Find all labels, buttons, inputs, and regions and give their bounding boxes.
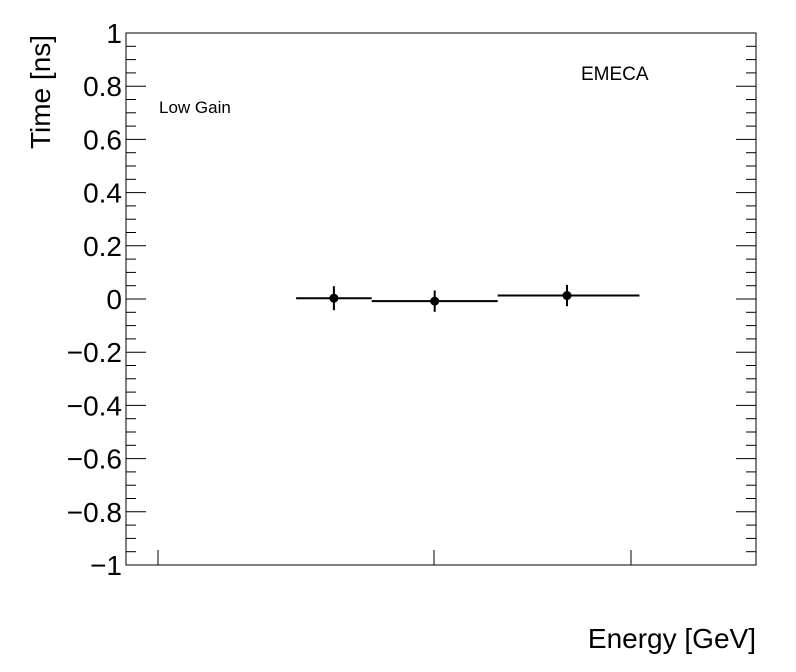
y-axis-label: Time [ns] — [25, 35, 56, 149]
data-point — [329, 293, 339, 303]
y-tick-label: −0.6 — [67, 444, 122, 475]
y-tick-label: −1 — [90, 550, 122, 581]
y-tick-label: 1 — [106, 18, 122, 49]
annotation-emeca: EMECA — [581, 64, 649, 85]
y-tick-label: 0.4 — [83, 178, 122, 209]
y-tick-label: 0.6 — [83, 124, 122, 155]
x-axis-label: Energy [GeV] — [588, 623, 756, 654]
data-points — [296, 284, 640, 312]
data-point — [562, 291, 572, 301]
y-tick-labels: 1 0.8 0.6 0.4 0.2 0 −0.2 −0.4 −0.6 −0.8 −1 — [67, 18, 122, 581]
data-point — [430, 296, 440, 306]
y-tick-label: 0 — [106, 284, 122, 315]
y-tick-label: −0.2 — [67, 337, 122, 368]
y-tick-label: 0.2 — [83, 231, 122, 262]
y-tick-label: 0.8 — [83, 71, 122, 102]
y-tick-label: −0.8 — [67, 497, 122, 528]
annotation-low-gain: Low Gain — [159, 98, 231, 117]
axis-ticks — [126, 32, 756, 566]
y-tick-label: −0.4 — [67, 390, 122, 421]
